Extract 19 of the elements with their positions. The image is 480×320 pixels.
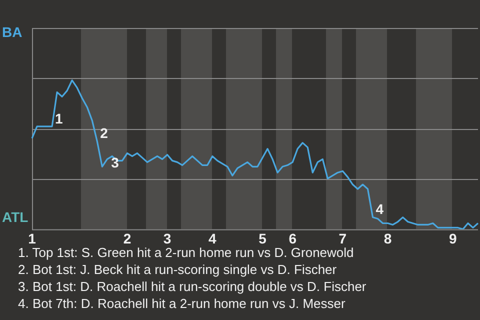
annotation: 1 bbox=[55, 110, 64, 126]
text: 1. Top 1st: S. Green hit a 2-run home run vs D. Gronewold bbox=[18, 245, 354, 260]
x-tick-label: 5 bbox=[258, 230, 267, 246]
annotation: 4 bbox=[376, 201, 384, 218]
x-tick-label: 4 bbox=[208, 230, 217, 246]
text: 4. Bot 7th: D. Roachell hit a 2-run home run vs J. Messer bbox=[18, 295, 346, 312]
x-tick-label: 6 bbox=[288, 230, 297, 246]
annotation: 3 bbox=[111, 154, 120, 171]
x-tick-label: 9 bbox=[449, 230, 458, 246]
x-tick-label: 1 bbox=[28, 230, 36, 246]
text: 3. Bot 1st: D. Roachell hit a run-scoring double vs D. Fischer bbox=[18, 278, 368, 295]
text: 2. Bot 1st: J. Beck hit a run-scoring single vs D. Fischer bbox=[18, 261, 338, 278]
text: ATL bbox=[2, 209, 28, 226]
x-tick-label: 2 bbox=[123, 230, 132, 246]
text: BA bbox=[2, 24, 22, 40]
x-tick-label: 3 bbox=[163, 230, 172, 246]
x-tick-label: 7 bbox=[338, 230, 347, 246]
annotation: 2 bbox=[100, 125, 108, 142]
x-tick-label: 8 bbox=[384, 230, 392, 246]
